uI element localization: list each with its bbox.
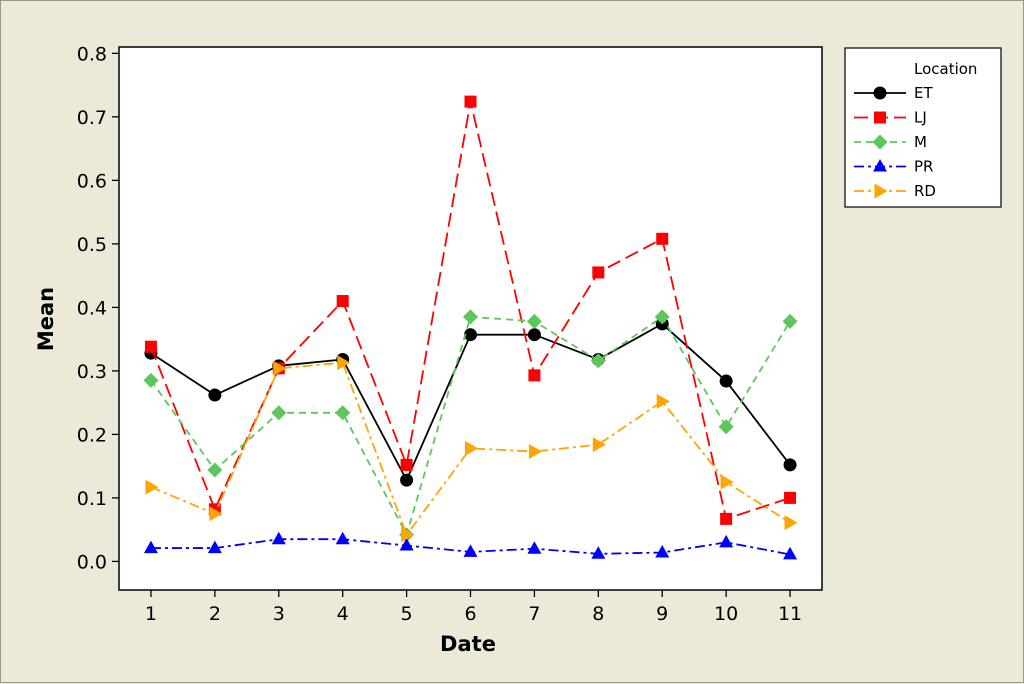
data-point-pr	[143, 540, 158, 554]
x-tick-label: 4	[337, 603, 349, 625]
data-point-lj	[720, 512, 733, 525]
data-point-m	[207, 462, 223, 478]
legend-marker	[872, 134, 888, 150]
data-point-pr	[207, 540, 222, 554]
y-tick-label: 0.1	[77, 488, 107, 510]
y-tick-label: 0.3	[77, 361, 107, 383]
data-point-pr	[399, 538, 414, 551]
data-point-pr	[463, 544, 478, 557]
data-point-pr	[655, 545, 670, 558]
series-layer	[143, 95, 798, 560]
x-axis: 1 2 3 4 5 6 7 8 9 10 11	[145, 590, 802, 625]
data-point-rd	[656, 393, 670, 409]
data-point-m	[654, 309, 670, 325]
legend-label: LJ	[914, 109, 927, 127]
data-point-et	[527, 328, 541, 342]
legend-label: M	[914, 133, 927, 151]
data-point-pr	[527, 541, 542, 554]
series-rd	[145, 355, 798, 543]
series-pr	[143, 531, 798, 560]
data-point-m	[271, 405, 287, 421]
data-point-lj	[592, 266, 605, 279]
legend-label: RD	[914, 182, 936, 200]
data-point-pr	[335, 531, 350, 545]
y-tick-label: 0.4	[77, 297, 107, 319]
legend-entry-pr: PR	[854, 158, 933, 176]
data-point-rd	[465, 440, 478, 456]
x-tick-label: 5	[401, 603, 413, 625]
data-point-rd	[401, 527, 415, 543]
y-tick-label: 0.0	[77, 551, 107, 573]
data-point-lj	[144, 340, 157, 353]
legend-marker	[873, 86, 887, 100]
legend-label: ET	[914, 84, 933, 102]
series-m	[143, 309, 798, 543]
data-point-m	[782, 313, 798, 329]
legend: Location ET LJ M PR RD	[844, 47, 1002, 208]
data-point-lj	[528, 369, 541, 382]
data-point-rd	[273, 360, 287, 376]
y-tick-label: 0.6	[77, 170, 107, 192]
legend-entry-rd: RD	[854, 182, 936, 200]
legend-box	[844, 47, 1002, 208]
y-axis-title: Mean	[34, 287, 58, 351]
legend-entry-m: M	[854, 133, 927, 151]
x-tick-label: 6	[464, 603, 476, 625]
data-point-lj	[336, 295, 349, 308]
legend-marker	[874, 183, 888, 199]
y-tick-label: 0.5	[77, 234, 107, 256]
legend-entry-lj: LJ	[854, 109, 927, 127]
data-point-rd	[784, 515, 798, 531]
data-point-pr	[719, 534, 734, 548]
data-point-m	[143, 372, 159, 388]
data-point-et	[719, 374, 733, 388]
data-point-rd	[592, 437, 606, 453]
legend-entry-et: ET	[854, 84, 933, 102]
x-tick-label: 7	[528, 603, 540, 625]
legend-marker	[874, 111, 886, 124]
data-point-et	[400, 473, 414, 487]
x-tick-label: 1	[145, 603, 157, 625]
data-point-et	[208, 388, 222, 402]
data-point-m	[526, 313, 542, 329]
y-tick-label: 0.7	[77, 107, 107, 129]
data-point-pr	[591, 546, 606, 559]
y-axis: 0.0 0.1 0.2 0.3 0.4 0.5 0.6 0.7 0.8	[77, 43, 119, 573]
x-tick-label: 11	[778, 603, 802, 625]
data-point-pr	[271, 531, 286, 545]
data-point-rd	[720, 474, 734, 490]
data-point-lj	[464, 95, 477, 108]
x-tick-label: 9	[656, 603, 668, 625]
data-point-rd	[145, 479, 159, 495]
data-point-lj	[400, 458, 413, 471]
data-point-rd	[337, 355, 351, 371]
legend-marker	[873, 159, 887, 172]
x-tick-label: 2	[209, 603, 221, 625]
y-tick-label: 0.2	[77, 424, 107, 446]
data-point-pr	[783, 546, 798, 560]
data-point-m	[335, 405, 351, 421]
data-point-et	[783, 458, 797, 472]
data-point-et	[464, 328, 477, 342]
legend-label: PR	[914, 158, 933, 176]
data-point-lj	[656, 232, 669, 245]
x-tick-label: 8	[592, 603, 604, 625]
data-point-m	[718, 419, 734, 435]
data-point-lj	[784, 491, 797, 504]
x-axis-title: Date	[440, 632, 496, 656]
data-point-m	[463, 309, 478, 325]
legend-title: Location	[914, 60, 977, 78]
x-tick-label: 10	[714, 603, 738, 625]
data-point-rd	[528, 444, 542, 460]
data-point-m	[590, 353, 606, 369]
x-tick-label: 3	[273, 603, 285, 625]
data-point-rd	[209, 506, 223, 522]
y-tick-label: 0.8	[77, 43, 107, 65]
